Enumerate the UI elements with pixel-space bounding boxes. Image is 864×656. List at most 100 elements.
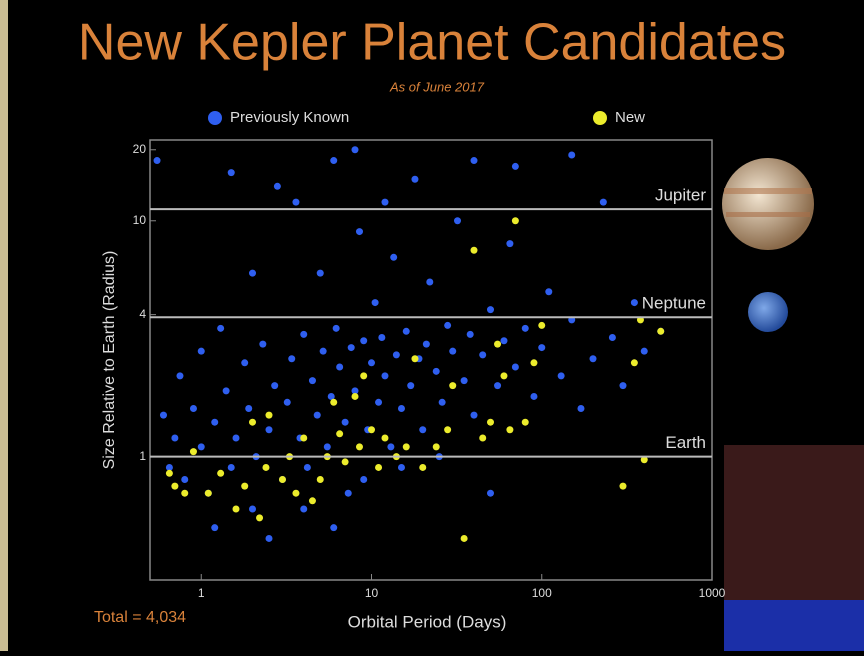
known-point <box>189 405 197 413</box>
known-point <box>300 505 308 513</box>
chart-subtitle: As of June 2017 <box>389 79 485 94</box>
new-point <box>265 411 273 419</box>
reference-label: Neptune <box>642 294 706 313</box>
known-point <box>419 426 427 434</box>
new-point <box>171 482 179 490</box>
new-point <box>217 469 225 477</box>
new-point <box>341 458 349 466</box>
known-point <box>344 489 352 497</box>
known-point <box>577 405 585 413</box>
known-point <box>599 198 607 206</box>
y-tick-label: 1 <box>139 449 146 463</box>
new-point <box>657 327 665 335</box>
known-point <box>486 489 494 497</box>
known-point <box>640 347 648 355</box>
known-point <box>371 299 379 307</box>
known-point <box>332 324 340 332</box>
known-point <box>330 157 338 165</box>
left-border <box>0 0 8 651</box>
known-point <box>557 372 565 380</box>
known-point <box>444 321 452 329</box>
known-point <box>486 306 494 314</box>
known-point <box>511 162 519 170</box>
x-axis-label: Orbital Period (Days) <box>348 612 507 631</box>
new-point <box>411 355 419 363</box>
known-point <box>619 382 627 390</box>
new-point <box>432 443 440 451</box>
known-point <box>381 198 389 206</box>
new-point <box>351 392 359 400</box>
known-point <box>454 217 462 225</box>
y-tick-label: 20 <box>133 142 147 156</box>
known-point <box>159 411 167 419</box>
new-point <box>460 534 468 542</box>
y-axis-label: Size Relative to Earth (Radius) <box>101 251 118 470</box>
x-tick-label: 100 <box>532 586 552 600</box>
new-point <box>292 489 300 497</box>
known-point <box>500 337 508 345</box>
known-point <box>479 351 487 359</box>
known-point <box>153 157 161 165</box>
new-point <box>538 321 546 329</box>
known-point <box>197 443 205 451</box>
known-point <box>375 398 383 406</box>
known-point <box>347 344 355 352</box>
known-point <box>432 367 440 375</box>
known-point <box>341 418 349 426</box>
new-point <box>181 489 189 497</box>
known-point <box>211 418 219 426</box>
known-point <box>360 476 368 484</box>
legend-marker <box>208 111 222 125</box>
new-point <box>640 456 648 464</box>
new-point <box>500 372 508 380</box>
known-point <box>506 240 514 248</box>
known-point <box>392 351 400 359</box>
new-point <box>256 514 264 522</box>
known-point <box>227 169 235 177</box>
known-point <box>249 505 257 513</box>
new-point <box>278 476 286 484</box>
new-point <box>249 418 257 426</box>
new-point <box>189 448 197 456</box>
new-point <box>262 463 270 471</box>
known-point <box>336 363 344 371</box>
known-point <box>273 182 281 190</box>
new-point <box>494 340 502 348</box>
reference-label: Earth <box>665 433 706 452</box>
new-point <box>444 426 452 434</box>
known-point <box>589 355 597 363</box>
new-point <box>330 398 338 406</box>
known-point <box>351 387 359 395</box>
known-point <box>330 524 338 532</box>
legend-label: New <box>615 109 645 126</box>
new-point <box>368 426 376 434</box>
new-point <box>449 382 457 390</box>
known-point <box>390 253 398 261</box>
known-point <box>538 344 546 352</box>
known-point <box>545 288 553 296</box>
known-point <box>630 299 638 307</box>
known-point <box>292 198 300 206</box>
known-point <box>470 411 478 419</box>
known-point <box>232 434 240 442</box>
legend-label: Previously Known <box>230 109 349 126</box>
new-point <box>204 489 212 497</box>
known-point <box>397 405 405 413</box>
new-point <box>241 482 249 490</box>
known-point <box>438 398 446 406</box>
known-point <box>300 330 308 338</box>
new-point <box>506 426 514 434</box>
known-point <box>407 382 415 390</box>
known-point <box>402 327 410 335</box>
known-point <box>355 228 363 236</box>
known-point <box>308 377 316 385</box>
x-tick-label: 1 <box>198 586 205 600</box>
new-point <box>375 463 383 471</box>
known-point <box>378 334 386 342</box>
known-point <box>608 334 616 342</box>
known-point <box>422 340 430 348</box>
x-tick-label: 1000 <box>699 586 726 600</box>
new-point <box>402 443 410 451</box>
new-point <box>316 476 324 484</box>
